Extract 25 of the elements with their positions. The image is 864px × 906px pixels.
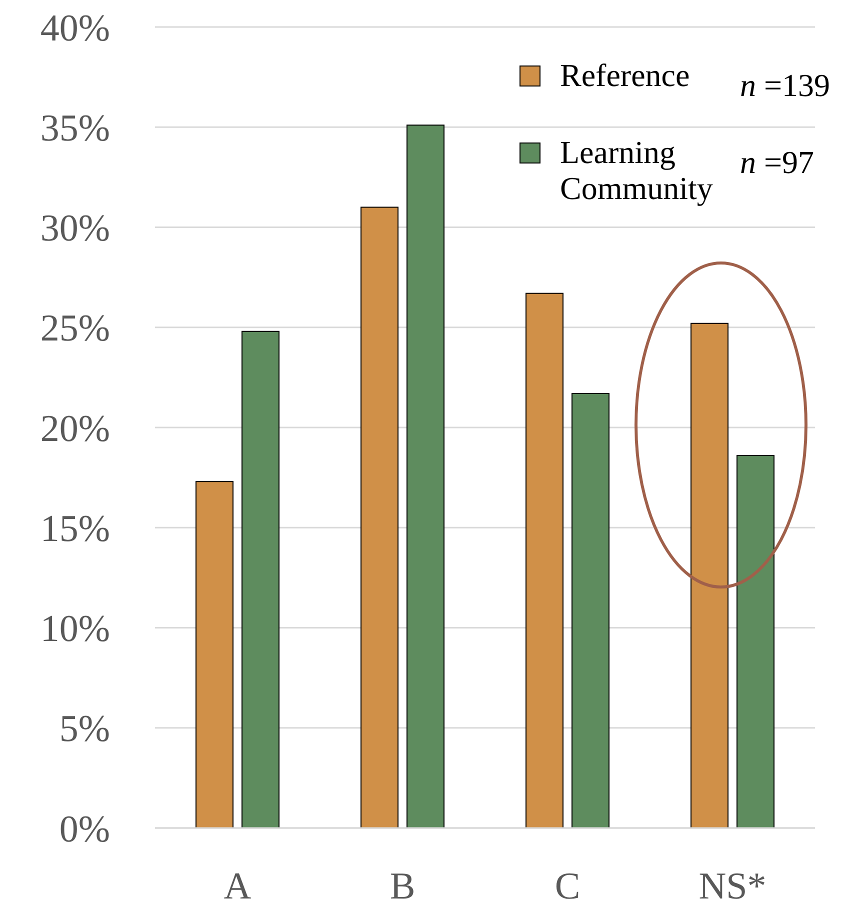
legend-label: Reference <box>560 57 690 93</box>
bar <box>360 206 398 828</box>
annotation: n =139 <box>740 67 830 103</box>
y-tick-label: 20% <box>40 408 110 450</box>
x-tick-label: NS* <box>698 865 766 906</box>
bar <box>572 392 610 828</box>
y-tick-label: 10% <box>40 608 110 650</box>
bar <box>406 124 444 828</box>
bar <box>736 455 774 828</box>
y-tick-label: 5% <box>59 708 110 750</box>
x-tick-label: B <box>390 865 416 906</box>
bar <box>690 322 728 828</box>
y-tick-label: 40% <box>40 7 110 50</box>
y-tick-label: 30% <box>40 208 110 250</box>
annotation: n =97 <box>740 144 814 180</box>
y-tick-label: 25% <box>40 308 110 350</box>
bar <box>196 481 234 828</box>
bar <box>242 330 280 828</box>
y-tick-label: 15% <box>40 508 110 550</box>
x-tick-label: A <box>224 865 252 906</box>
x-tick-label: C <box>554 865 580 906</box>
y-tick-label: 0% <box>59 808 110 850</box>
legend-label: Learning Community <box>560 134 713 206</box>
y-tick-label: 35% <box>40 107 110 150</box>
bar <box>526 292 564 828</box>
